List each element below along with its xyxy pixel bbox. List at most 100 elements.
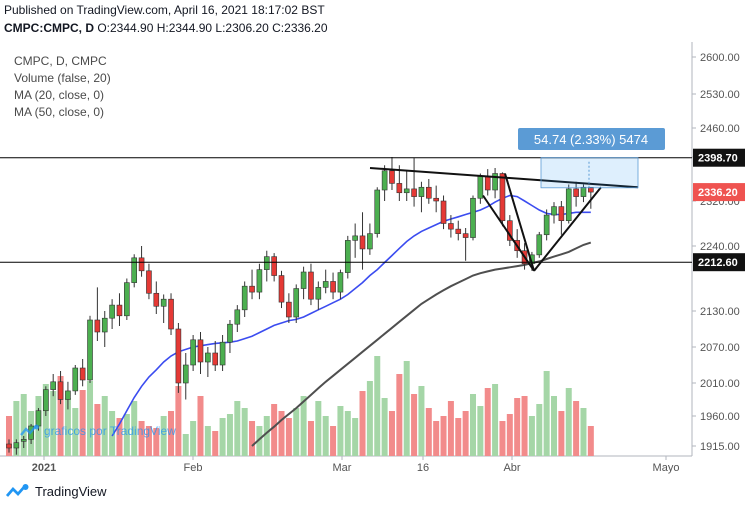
volume-bar [6, 416, 12, 456]
volume-bar [447, 401, 454, 456]
volume-bar [175, 386, 182, 456]
volume-bar [403, 361, 410, 456]
last-price-tag-text: 2336.20 [698, 187, 738, 199]
volume-bar [477, 406, 484, 456]
candle-body [322, 281, 329, 288]
volume-bar [87, 381, 94, 456]
footer-brand[interactable]: TradingView [6, 483, 107, 499]
candle-body [146, 270, 152, 294]
volume-bar [462, 411, 469, 456]
measure-label: 54.74 (2.33%) 5474 [534, 132, 648, 147]
candle-body [79, 367, 86, 381]
candle-body [455, 228, 462, 234]
candle-body [337, 272, 344, 293]
volume-bar [322, 416, 329, 456]
candle-body [13, 442, 20, 449]
volume-bar [278, 411, 285, 456]
candle-body [396, 183, 403, 194]
published-line: Published on TradingView.com, April 16, … [4, 3, 325, 17]
volume-bar [499, 421, 506, 456]
volume-bar [330, 426, 337, 456]
resistance-trendline [369, 167, 639, 189]
volume-bar [256, 426, 263, 456]
volume-bar [94, 404, 101, 456]
candle-body [212, 352, 219, 366]
legend-title[interactable]: CMPC, D, CMPC [14, 54, 107, 68]
candle-body [263, 256, 270, 270]
x-tick-label: Mayo [653, 462, 680, 474]
volume-bar [263, 416, 270, 456]
legend-volume[interactable]: Volume (false, 20) [14, 71, 111, 85]
candle-body [484, 175, 491, 191]
candle-body [359, 235, 366, 250]
x-tick-label: Abr [503, 462, 520, 474]
candle-body [50, 381, 56, 390]
volume-bar [565, 388, 572, 456]
candle-body [300, 271, 307, 289]
candle-body [190, 339, 196, 366]
volume-bar [359, 391, 366, 456]
last-price-tag-box [693, 183, 745, 202]
candle-body [227, 323, 233, 343]
level-price-tag-text: 2398.70 [698, 153, 738, 165]
candle-body [168, 298, 174, 330]
volume-bar [160, 416, 167, 456]
y-tick-label: 1915.00 [700, 441, 740, 453]
candle-body [197, 339, 204, 363]
volume-bar [285, 418, 292, 456]
volume-bar [536, 404, 543, 456]
candle-body [72, 367, 79, 392]
volume-bar [315, 401, 322, 456]
y-tick-label: 1960.00 [700, 411, 740, 423]
candle-body [411, 188, 417, 197]
candle-body [109, 304, 115, 319]
legend-ma50[interactable]: MA (50, close, 0) [14, 105, 105, 119]
candle-body [308, 271, 314, 300]
volume-bar [337, 406, 344, 456]
candle-body [87, 319, 93, 381]
candle-body [101, 317, 108, 333]
volume-bar [388, 411, 395, 456]
volume-bar [514, 398, 521, 456]
candle-body [138, 257, 145, 272]
level-price-tag-text: 2212.60 [698, 257, 738, 269]
footer-brand-text: TradingView [35, 483, 107, 499]
y-tick-label: 2130.00 [700, 306, 740, 318]
volume-bar [219, 418, 226, 456]
symbol-name: CMPC:CMPC, D [4, 21, 94, 35]
volume-bar [123, 414, 130, 456]
volume-bar [138, 421, 145, 456]
volume-bar [168, 411, 175, 456]
y-tick-label: 2600.00 [700, 52, 740, 64]
volume-bar [573, 401, 580, 456]
volume-bar [197, 396, 204, 456]
volume-bar [42, 384, 49, 456]
volume-bar [293, 408, 300, 456]
volume-bar [433, 421, 440, 456]
y-tick-label: 2010.00 [700, 378, 740, 390]
volume-bar [109, 411, 116, 456]
candle-body [249, 285, 255, 293]
volume-bar [145, 426, 152, 456]
candle-body [492, 173, 498, 191]
candle-body [315, 287, 322, 300]
candle-body [293, 288, 300, 318]
volume-bar [271, 404, 278, 456]
candle-body [286, 301, 292, 318]
y-tick-label: 2240.00 [700, 241, 740, 253]
candle-body [330, 281, 336, 293]
volume-bar [366, 381, 373, 456]
legend-ma20[interactable]: MA (20, close, 0) [14, 88, 105, 102]
candle-body [205, 352, 211, 363]
volume-bar [484, 388, 491, 456]
volume-bar [469, 394, 476, 456]
candle-body [477, 175, 484, 199]
candle-body [580, 186, 587, 197]
volume-bar [212, 431, 219, 456]
level-price-tag-box [693, 148, 745, 167]
volume-bar [374, 356, 381, 456]
level-price-tag-box [693, 253, 745, 272]
volume-bar [558, 411, 565, 456]
pattern-mid-leg [504, 173, 535, 272]
